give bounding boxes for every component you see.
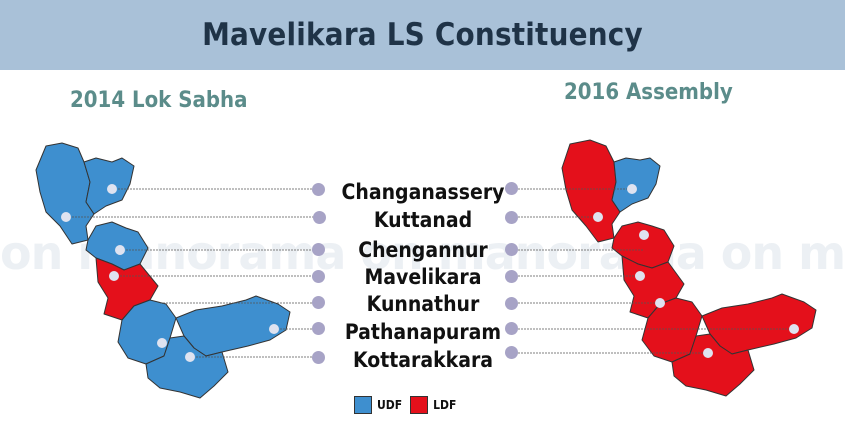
segment-label-row: Changanassery xyxy=(318,178,528,206)
segment-label-row: Pathanapuram xyxy=(318,318,528,346)
right-dot-kottarakkara xyxy=(505,346,518,359)
segment-label: Pathanapuram xyxy=(344,320,502,344)
right-region-changanassery xyxy=(611,157,661,213)
right-dot-pathanapuram xyxy=(505,322,518,335)
segment-label: Kunnathur xyxy=(366,292,480,316)
right-dot-mavelikara xyxy=(505,270,518,283)
left-dot-pathanapuram xyxy=(312,322,325,335)
right-dot-kunnathur xyxy=(505,297,518,310)
legend-swatch-udf xyxy=(354,396,372,414)
right-region-kuttanad xyxy=(561,139,621,243)
legend-item-ldf: LDF xyxy=(410,396,456,414)
legend-item-udf: UDF xyxy=(354,396,402,414)
segment-label: Mavelikara xyxy=(364,265,482,289)
left-dot-chengannur xyxy=(312,243,325,256)
left-dot-mavelikara xyxy=(312,270,325,283)
segment-label-row: Mavelikara xyxy=(318,263,528,291)
left-dot-kottarakkara xyxy=(312,351,325,364)
left-region-kuttanad xyxy=(35,142,95,245)
segment-label-row: Kuttanad xyxy=(318,206,528,234)
left-dot-kunnathur xyxy=(312,296,325,309)
segment-label: Kuttanad xyxy=(373,208,473,232)
left-region-kottarakkara xyxy=(145,335,229,399)
segment-label: Chengannur xyxy=(358,238,488,262)
right-map xyxy=(512,139,817,397)
left-map-title: 2014 Lok Sabha xyxy=(70,88,248,113)
right-region-chengannur xyxy=(611,221,675,269)
header-bar: Mavelikara LS Constituency xyxy=(0,0,845,70)
legend: UDF LDF xyxy=(354,396,456,414)
left-dot-kuttanad xyxy=(313,211,326,224)
segment-label-row: Chengannur xyxy=(318,236,528,264)
left-dot-changanassery xyxy=(312,183,325,196)
page-title: Mavelikara LS Constituency xyxy=(202,17,643,53)
legend-swatch-ldf xyxy=(410,396,429,414)
right-dot-chengannur xyxy=(505,243,518,256)
legend-label-ldf: LDF xyxy=(433,398,457,412)
segment-label-row: Kunnathur xyxy=(318,290,528,318)
legend-label-udf: UDF xyxy=(377,398,403,412)
segment-label: Changanassery xyxy=(341,180,505,204)
right-map-title: 2016 Assembly xyxy=(564,80,733,105)
right-region-kottarakkara xyxy=(671,333,755,397)
right-dot-kuttanad xyxy=(505,211,518,224)
segment-label: Kottarakkara xyxy=(352,348,494,372)
segment-label-row: Kottarakkara xyxy=(318,346,528,374)
right-dot-changanassery xyxy=(505,182,518,195)
left-map xyxy=(35,142,318,399)
